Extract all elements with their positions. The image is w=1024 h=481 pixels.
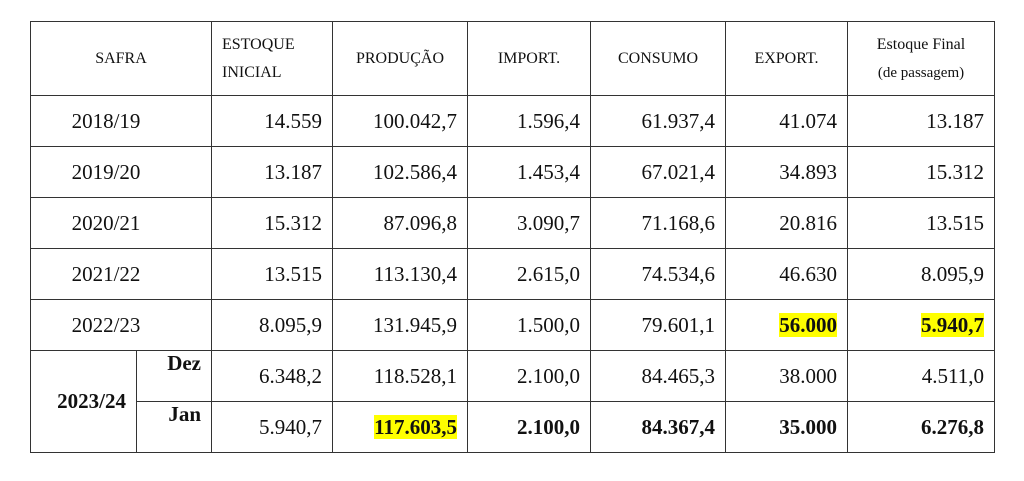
header-producao: PRODUÇÃO <box>332 21 468 96</box>
header-safra: SAFRA <box>30 21 212 96</box>
estoque-final-cell: 13.515 <box>847 197 995 249</box>
estoque-final-cell: 15.312 <box>847 146 995 198</box>
safra-cell: 2022/23 <box>30 299 212 351</box>
export-cell: 35.000 <box>725 401 848 453</box>
header-estoque-final: Estoque Final (de passagem) <box>847 21 995 96</box>
header-estoque-final-line2: (de passagem) <box>877 64 965 81</box>
estoque-inicial-cell: 5.940,7 <box>211 401 333 453</box>
producao-cell: 87.096,8 <box>332 197 468 249</box>
estoque-inicial-cell: 13.187 <box>211 146 333 198</box>
import-cell: 1.500,0 <box>467 299 591 351</box>
header-estoque-inicial: ESTOQUE INICIAL <box>211 21 333 96</box>
export-cell: 34.893 <box>725 146 848 198</box>
import-cell: 3.090,7 <box>467 197 591 249</box>
producao-cell: 113.130,4 <box>332 248 468 300</box>
import-cell: 1.596,4 <box>467 95 591 147</box>
safra-cell: 2021/22 <box>30 248 212 300</box>
consumo-cell: 84.367,4 <box>590 401 726 453</box>
import-cell: 2.100,0 <box>467 401 591 453</box>
producao-cell: 118.528,1 <box>332 350 468 402</box>
safra-cell: 2020/21 <box>30 197 212 249</box>
estoque-inicial-cell: 6.348,2 <box>211 350 333 402</box>
consumo-cell: 84.465,3 <box>590 350 726 402</box>
header-estoque-inicial-line2: INICIAL <box>222 63 282 81</box>
export-cell: 56.000 <box>725 299 848 351</box>
export-cell: 20.816 <box>725 197 848 249</box>
header-export: EXPORT. <box>725 21 848 96</box>
estoque-inicial-cell: 13.515 <box>211 248 333 300</box>
safra-cell: 2019/20 <box>30 146 212 198</box>
export-cell: 38.000 <box>725 350 848 402</box>
estoque-final-cell: 4.511,0 <box>847 350 995 402</box>
estoque-final-cell: 6.276,8 <box>847 401 995 453</box>
producao-cell: 100.042,7 <box>332 95 468 147</box>
estoque-inicial-cell: 14.559 <box>211 95 333 147</box>
month-cell: Jan <box>136 401 212 453</box>
table-row: 2020/21 15.312 87.096,8 3.090,7 71.168,6… <box>30 197 995 249</box>
export-cell: 41.074 <box>725 95 848 147</box>
table-row: 2022/23 8.095,9 131.945,9 1.500,0 79.601… <box>30 299 995 351</box>
table-row: 2021/22 13.515 113.130,4 2.615,0 74.534,… <box>30 248 995 300</box>
producao-highlight: 117.603,5 <box>374 414 457 439</box>
estoque-final-cell: 5.940,7 <box>847 299 995 351</box>
consumo-cell: 74.534,6 <box>590 248 726 300</box>
safra-cell: 2018/19 <box>30 95 212 147</box>
estoque-final-cell: 8.095,9 <box>847 248 995 300</box>
producao-cell: 131.945,9 <box>332 299 468 351</box>
table-row: 2018/19 14.559 100.042,7 1.596,4 61.937,… <box>30 95 995 147</box>
estoque-final-highlight: 5.940,7 <box>921 312 984 337</box>
producao-cell: 117.603,5 <box>332 401 468 453</box>
safra-table: SAFRA ESTOQUE INICIAL PRODUÇÃO IMPORT. C… <box>30 21 995 453</box>
header-row: SAFRA ESTOQUE INICIAL PRODUÇÃO IMPORT. C… <box>30 21 995 96</box>
safra-group-cell: 2023/24 <box>30 350 137 453</box>
header-consumo: CONSUMO <box>590 21 726 96</box>
estoque-final-cell: 13.187 <box>847 95 995 147</box>
month-cell: Dez <box>136 350 212 402</box>
producao-cell: 102.586,4 <box>332 146 468 198</box>
estoque-inicial-cell: 15.312 <box>211 197 333 249</box>
consumo-cell: 61.937,4 <box>590 95 726 147</box>
consumo-cell: 71.168,6 <box>590 197 726 249</box>
import-cell: 1.453,4 <box>467 146 591 198</box>
estoque-inicial-cell: 8.095,9 <box>211 299 333 351</box>
import-cell: 2.100,0 <box>467 350 591 402</box>
consumo-cell: 79.601,1 <box>590 299 726 351</box>
header-estoque-inicial-line1: ESTOQUE <box>222 35 295 53</box>
consumo-cell: 67.021,4 <box>590 146 726 198</box>
table-row: 2019/20 13.187 102.586,4 1.453,4 67.021,… <box>30 146 995 198</box>
header-import: IMPORT. <box>467 21 591 96</box>
import-cell: 2.615,0 <box>467 248 591 300</box>
export-cell: 46.630 <box>725 248 848 300</box>
header-estoque-final-line1: Estoque Final <box>876 35 966 53</box>
table-row-dez: 2023/24 Dez 6.348,2 118.528,1 2.100,0 84… <box>30 350 995 453</box>
export-highlight: 56.000 <box>779 312 837 337</box>
table-row-jan: Jan 5.940,7 117.603,5 2.100,0 84.367,4 3… <box>31 401 995 453</box>
